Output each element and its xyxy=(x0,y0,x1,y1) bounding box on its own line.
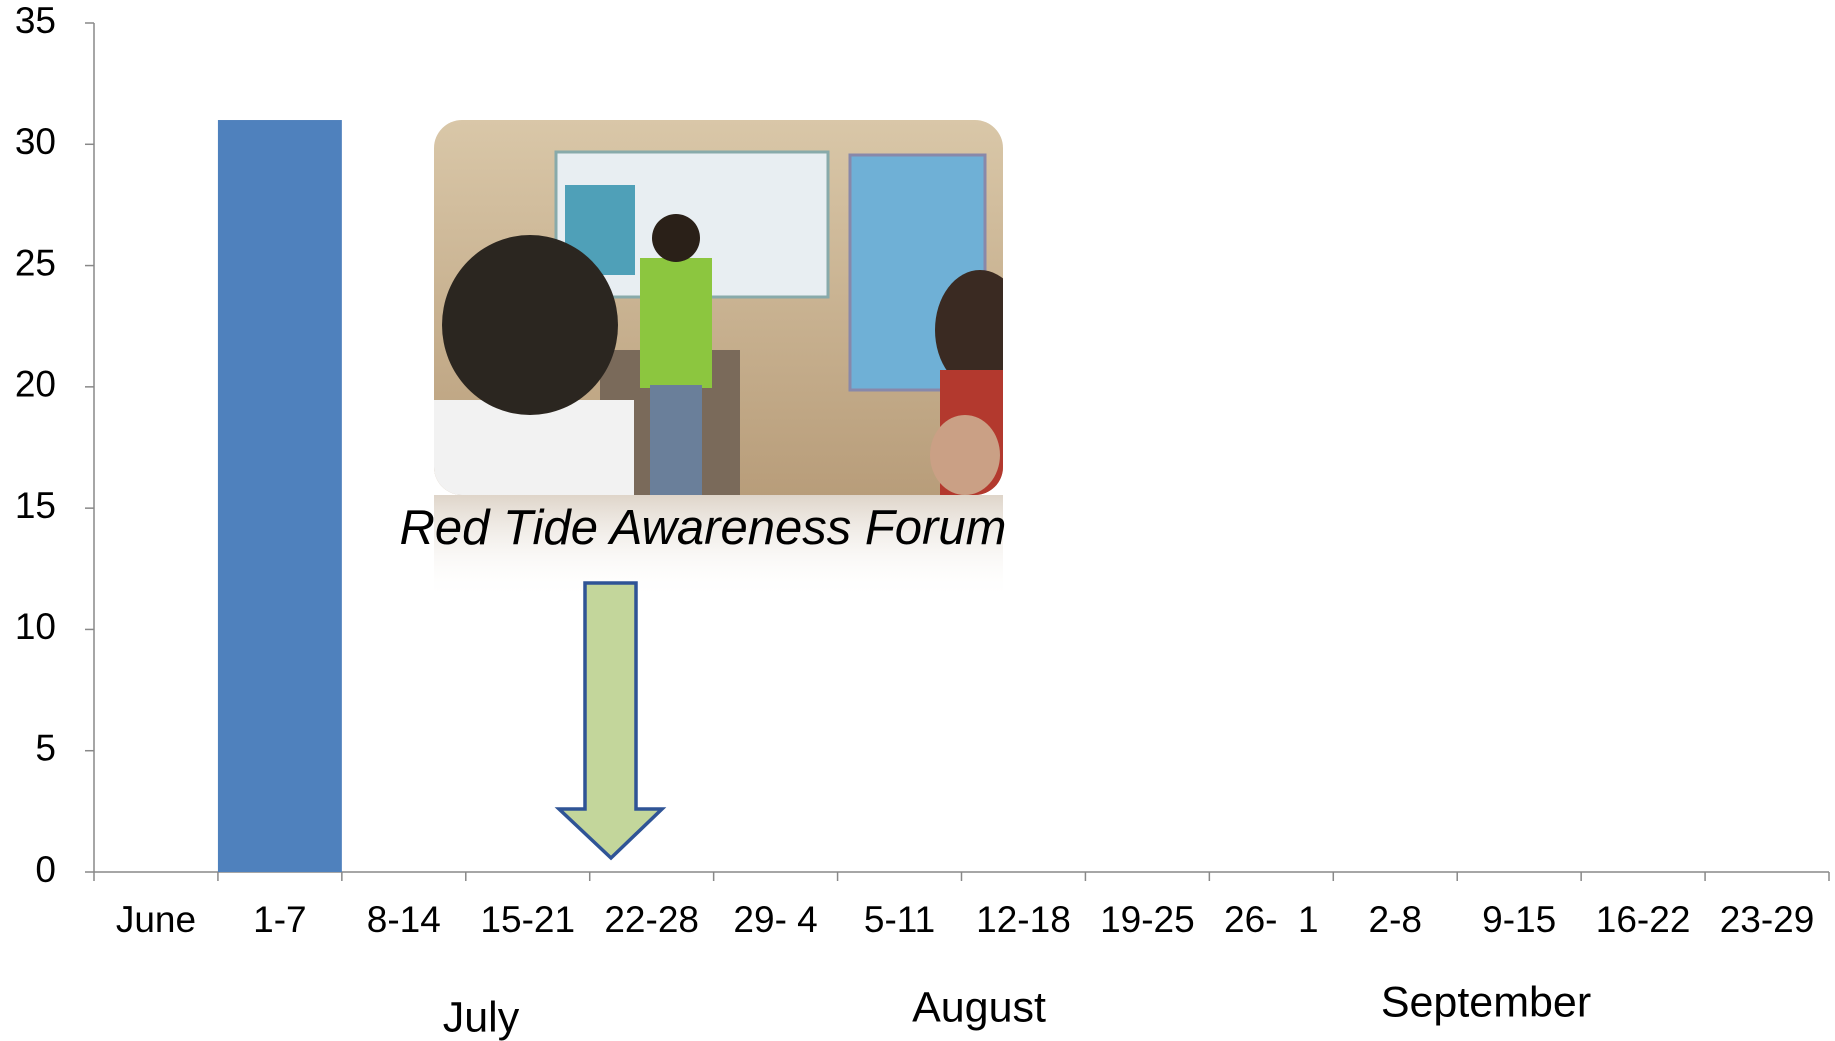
x-tick-label: 8-14 xyxy=(367,899,441,940)
x-tick-label: 22-28 xyxy=(604,899,699,940)
group-label: July xyxy=(443,993,520,1041)
x-tick-label: 16-22 xyxy=(1596,899,1691,940)
x-tick-label: 23-29 xyxy=(1720,899,1815,940)
x-tick-label: 2-8 xyxy=(1369,899,1422,940)
y-tick-label: 10 xyxy=(15,606,56,647)
y-tick-label: 5 xyxy=(35,727,56,768)
y-tick-label: 30 xyxy=(15,121,56,162)
x-tick-label: 1-7 xyxy=(253,899,306,940)
y-tick-label: 15 xyxy=(15,485,56,526)
arrow xyxy=(554,581,667,861)
bar xyxy=(217,120,342,873)
group-label: September xyxy=(1381,978,1591,1026)
x-tick-label: 15-21 xyxy=(480,899,575,940)
x-tick-label: June xyxy=(116,899,196,940)
x-tick-label: 12-18 xyxy=(976,899,1071,940)
y-tick-label: 35 xyxy=(15,0,56,41)
y-tick-label: 25 xyxy=(15,242,56,283)
x-tick-label: 5-11 xyxy=(864,899,935,940)
group-label: August xyxy=(912,983,1046,1031)
x-tick-label: 26- 1 xyxy=(1224,899,1319,940)
y-tick-label: 0 xyxy=(35,849,56,890)
photo xyxy=(434,120,1003,600)
annotation: Red Tide Awareness Forum xyxy=(400,501,1007,555)
y-tick-label: 20 xyxy=(15,364,56,405)
x-tick-label: 29- 4 xyxy=(733,899,817,940)
x-tick-label: 19-25 xyxy=(1100,899,1195,940)
x-tick-label: 9-15 xyxy=(1482,899,1556,940)
